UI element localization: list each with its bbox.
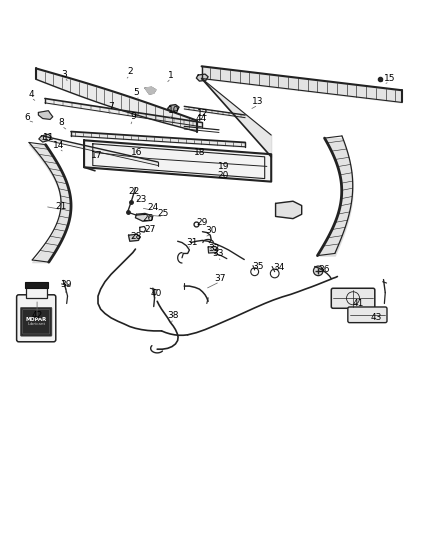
Text: 14: 14 — [53, 141, 64, 150]
Text: 25: 25 — [158, 209, 169, 218]
Text: 21: 21 — [56, 202, 67, 211]
Text: 39: 39 — [60, 280, 71, 289]
Text: 37: 37 — [214, 274, 226, 283]
FancyBboxPatch shape — [26, 287, 47, 298]
Text: 44: 44 — [195, 114, 206, 123]
Polygon shape — [145, 87, 156, 94]
Text: 1: 1 — [168, 70, 174, 79]
Text: 6: 6 — [25, 112, 30, 122]
Text: 34: 34 — [273, 263, 285, 272]
Text: 15: 15 — [384, 74, 396, 83]
Text: 28: 28 — [131, 232, 142, 241]
Text: 17: 17 — [91, 151, 102, 160]
Text: 27: 27 — [145, 225, 156, 234]
Polygon shape — [128, 235, 140, 241]
Text: 9: 9 — [130, 112, 136, 121]
Polygon shape — [39, 111, 53, 119]
Text: 24: 24 — [147, 203, 159, 212]
Text: MOPAR: MOPAR — [25, 317, 47, 322]
FancyBboxPatch shape — [21, 308, 52, 336]
Text: 5: 5 — [134, 88, 139, 97]
Polygon shape — [196, 74, 208, 81]
FancyBboxPatch shape — [25, 282, 47, 288]
Text: 12: 12 — [197, 109, 208, 118]
Polygon shape — [84, 140, 271, 182]
Text: 8: 8 — [59, 118, 64, 127]
FancyBboxPatch shape — [331, 288, 375, 308]
Text: 30: 30 — [205, 227, 217, 235]
Text: 2: 2 — [127, 67, 133, 76]
Text: 13: 13 — [252, 98, 264, 107]
Text: 3: 3 — [62, 70, 67, 79]
Text: 38: 38 — [168, 311, 179, 320]
Text: lubricant: lubricant — [27, 322, 45, 326]
Text: 18: 18 — [194, 148, 205, 157]
Text: 10: 10 — [168, 106, 179, 115]
Polygon shape — [168, 104, 179, 111]
Text: 11: 11 — [42, 133, 54, 142]
Text: 42: 42 — [32, 311, 42, 320]
FancyBboxPatch shape — [348, 307, 387, 322]
Text: 4: 4 — [28, 90, 34, 99]
Circle shape — [314, 266, 323, 276]
Polygon shape — [135, 213, 153, 221]
Text: 36: 36 — [318, 265, 330, 274]
Text: 22: 22 — [128, 187, 140, 196]
Text: 19: 19 — [218, 162, 229, 171]
Text: 7: 7 — [108, 102, 114, 111]
Text: 23: 23 — [135, 195, 146, 204]
Text: 29: 29 — [197, 219, 208, 228]
Polygon shape — [208, 246, 218, 253]
Text: 20: 20 — [218, 171, 229, 180]
Polygon shape — [39, 134, 51, 142]
Polygon shape — [276, 201, 302, 219]
Text: 33: 33 — [212, 249, 224, 258]
Text: 31: 31 — [186, 238, 198, 247]
Text: 32: 32 — [208, 244, 219, 253]
Text: 43: 43 — [371, 313, 382, 322]
Text: 40: 40 — [150, 289, 162, 298]
Text: 41: 41 — [353, 299, 364, 308]
Text: 35: 35 — [252, 262, 264, 271]
Text: 16: 16 — [131, 148, 142, 157]
Text: 26: 26 — [143, 214, 154, 223]
FancyBboxPatch shape — [17, 295, 56, 342]
